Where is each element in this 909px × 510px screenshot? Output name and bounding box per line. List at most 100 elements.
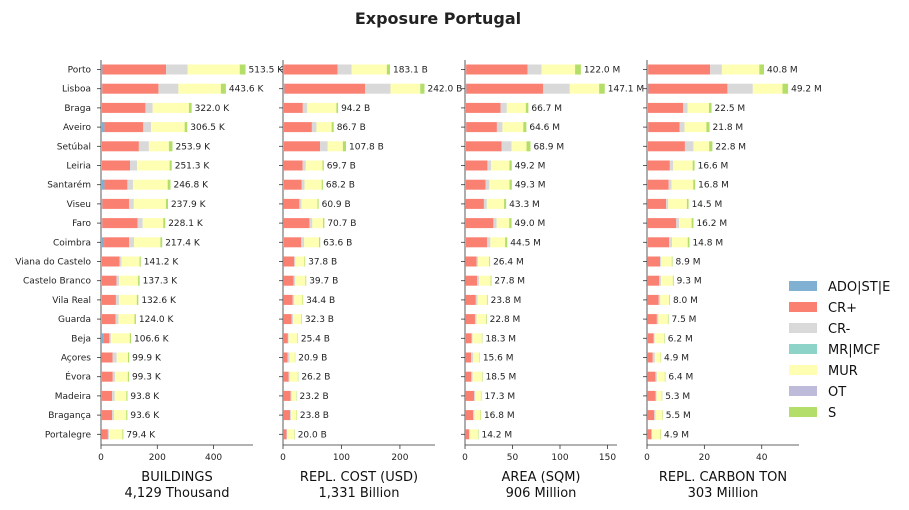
total-value-label: 217.4 K [165,238,201,248]
bar-segment-cr- [283,294,293,305]
bar-segment-s [509,160,512,171]
bar-segment-s [526,141,531,152]
total-value-label: 106.6 K [134,334,170,344]
bar-segment-ado-st-e [283,83,285,94]
total-value-label: 23.2 B [300,392,329,402]
total-value-label: 49.2 M [791,85,822,95]
bar-segment-cr- [115,294,119,305]
bar-segment-cr- [471,352,474,363]
bar-segment-mur [288,333,298,344]
legend-swatch [789,365,817,375]
bar-segment-cr- [283,198,300,209]
total-value-label: 4.9 M [664,430,689,440]
bar-segment-mur [474,410,481,421]
bar-segment-mur [671,179,694,190]
bar-segment-mur [652,429,661,440]
bar-segment-mur [660,294,670,305]
chart-title: Exposure Portugal [355,9,521,28]
x-tick-label: 0 [644,453,650,463]
bar-segment-mur [693,141,710,152]
bar-segment-ado-st-e [101,371,102,382]
bar-segment-s [706,122,710,133]
category-label: Castelo Branco [23,277,91,287]
bar-segment-cr- [102,83,159,94]
bar-segment-cr- [543,83,570,94]
x-axis-label: BUILDINGS [141,470,212,485]
bar-segment-cr- [283,333,288,344]
bar-segment-s [160,237,163,248]
bar-segment-mur [133,198,166,209]
bar-segment-cr- [710,64,722,75]
bar-segment-cr- [473,410,475,421]
bar-segment-s [323,218,325,229]
bar-segment-mur [137,160,170,171]
legend-swatch [789,323,817,333]
bar-segment-cr- [669,237,673,248]
category-label: Porto [68,66,92,76]
bar-segment-cr- [486,237,491,248]
total-value-label: 86.7 B [337,123,366,133]
bar-segment-s [169,160,172,171]
bar-segment-cr- [658,294,661,305]
bar-segment-cr- [466,122,497,133]
bar-segment-mur [304,237,320,248]
bar-segment-cr- [653,333,655,344]
x-axis-subtitle: 4,129 Thousand [125,486,230,501]
bar-segment-s [575,64,581,75]
x-tick-label: 200 [149,453,166,463]
bar-segment-cr- [465,218,494,229]
bar-segment-ado-st-e [465,141,466,152]
bar-segment-mur [496,218,510,229]
bar-segment-mur [511,141,527,152]
total-value-label: 122.0 M [584,66,620,76]
bar-segment-mur [654,333,665,344]
bar-segment-mur [661,256,672,267]
bar-segment-cr- [647,410,655,421]
bar-segment-mur [479,275,491,286]
bar-segment-cr- [101,141,139,152]
bar-segment-cr- [302,160,306,171]
bar-segment-cr- [465,352,472,363]
bar-segment-ado-st-e [283,102,284,113]
bar-segment-mur [312,218,324,229]
bar-segment-cr- [283,141,321,152]
total-value-label: 20.0 B [298,430,327,440]
bar-segment-cr- [465,237,487,248]
bar-segment-cr- [654,410,656,421]
total-value-label: 8.0 M [673,296,698,306]
x-tick-label: 400 [205,453,222,463]
bar-segment-cr- [465,102,501,113]
bar-segment-mur [291,390,297,401]
x-tick-label: 0 [462,453,468,463]
bar-segment-ado-st-e [465,122,467,133]
total-value-label: 14.5 M [692,200,723,210]
bar-segment-s [386,64,391,75]
legend-swatch [789,302,817,312]
bar-segment-cr- [647,160,670,171]
x-axis-label: REPL. CARBON TON [659,470,787,485]
bar-segment-cr- [101,390,113,401]
bar-segment-cr- [116,275,120,286]
total-value-label: 70.7 B [327,219,356,229]
bar-segment-cr- [284,83,366,94]
bar-segment-cr- [166,64,188,75]
bar-segment-ado-st-e [647,333,648,344]
bar-segment-mur [307,102,337,113]
bar-segment-s [163,218,166,229]
category-label: Bragança [48,411,91,421]
bar-segment-s [331,122,334,133]
bar-segment-cr- [647,237,670,248]
bar-segment-s [139,256,141,267]
bar-segment-cr- [101,102,146,113]
bar-segment-cr- [102,198,130,209]
bar-segment-cr- [474,390,476,401]
total-value-label: 16.8 M [698,181,729,191]
bar-segment-cr- [476,256,479,267]
x-tick-label: 100 [333,453,350,463]
bar-segment-mur [489,179,510,190]
total-value-label: 25.4 B [301,334,330,344]
bar-segment-cr- [292,294,295,305]
bar-segment-cr- [287,333,289,344]
bar-segment-s [667,314,669,325]
total-value-label: 253.9 K [175,142,211,152]
